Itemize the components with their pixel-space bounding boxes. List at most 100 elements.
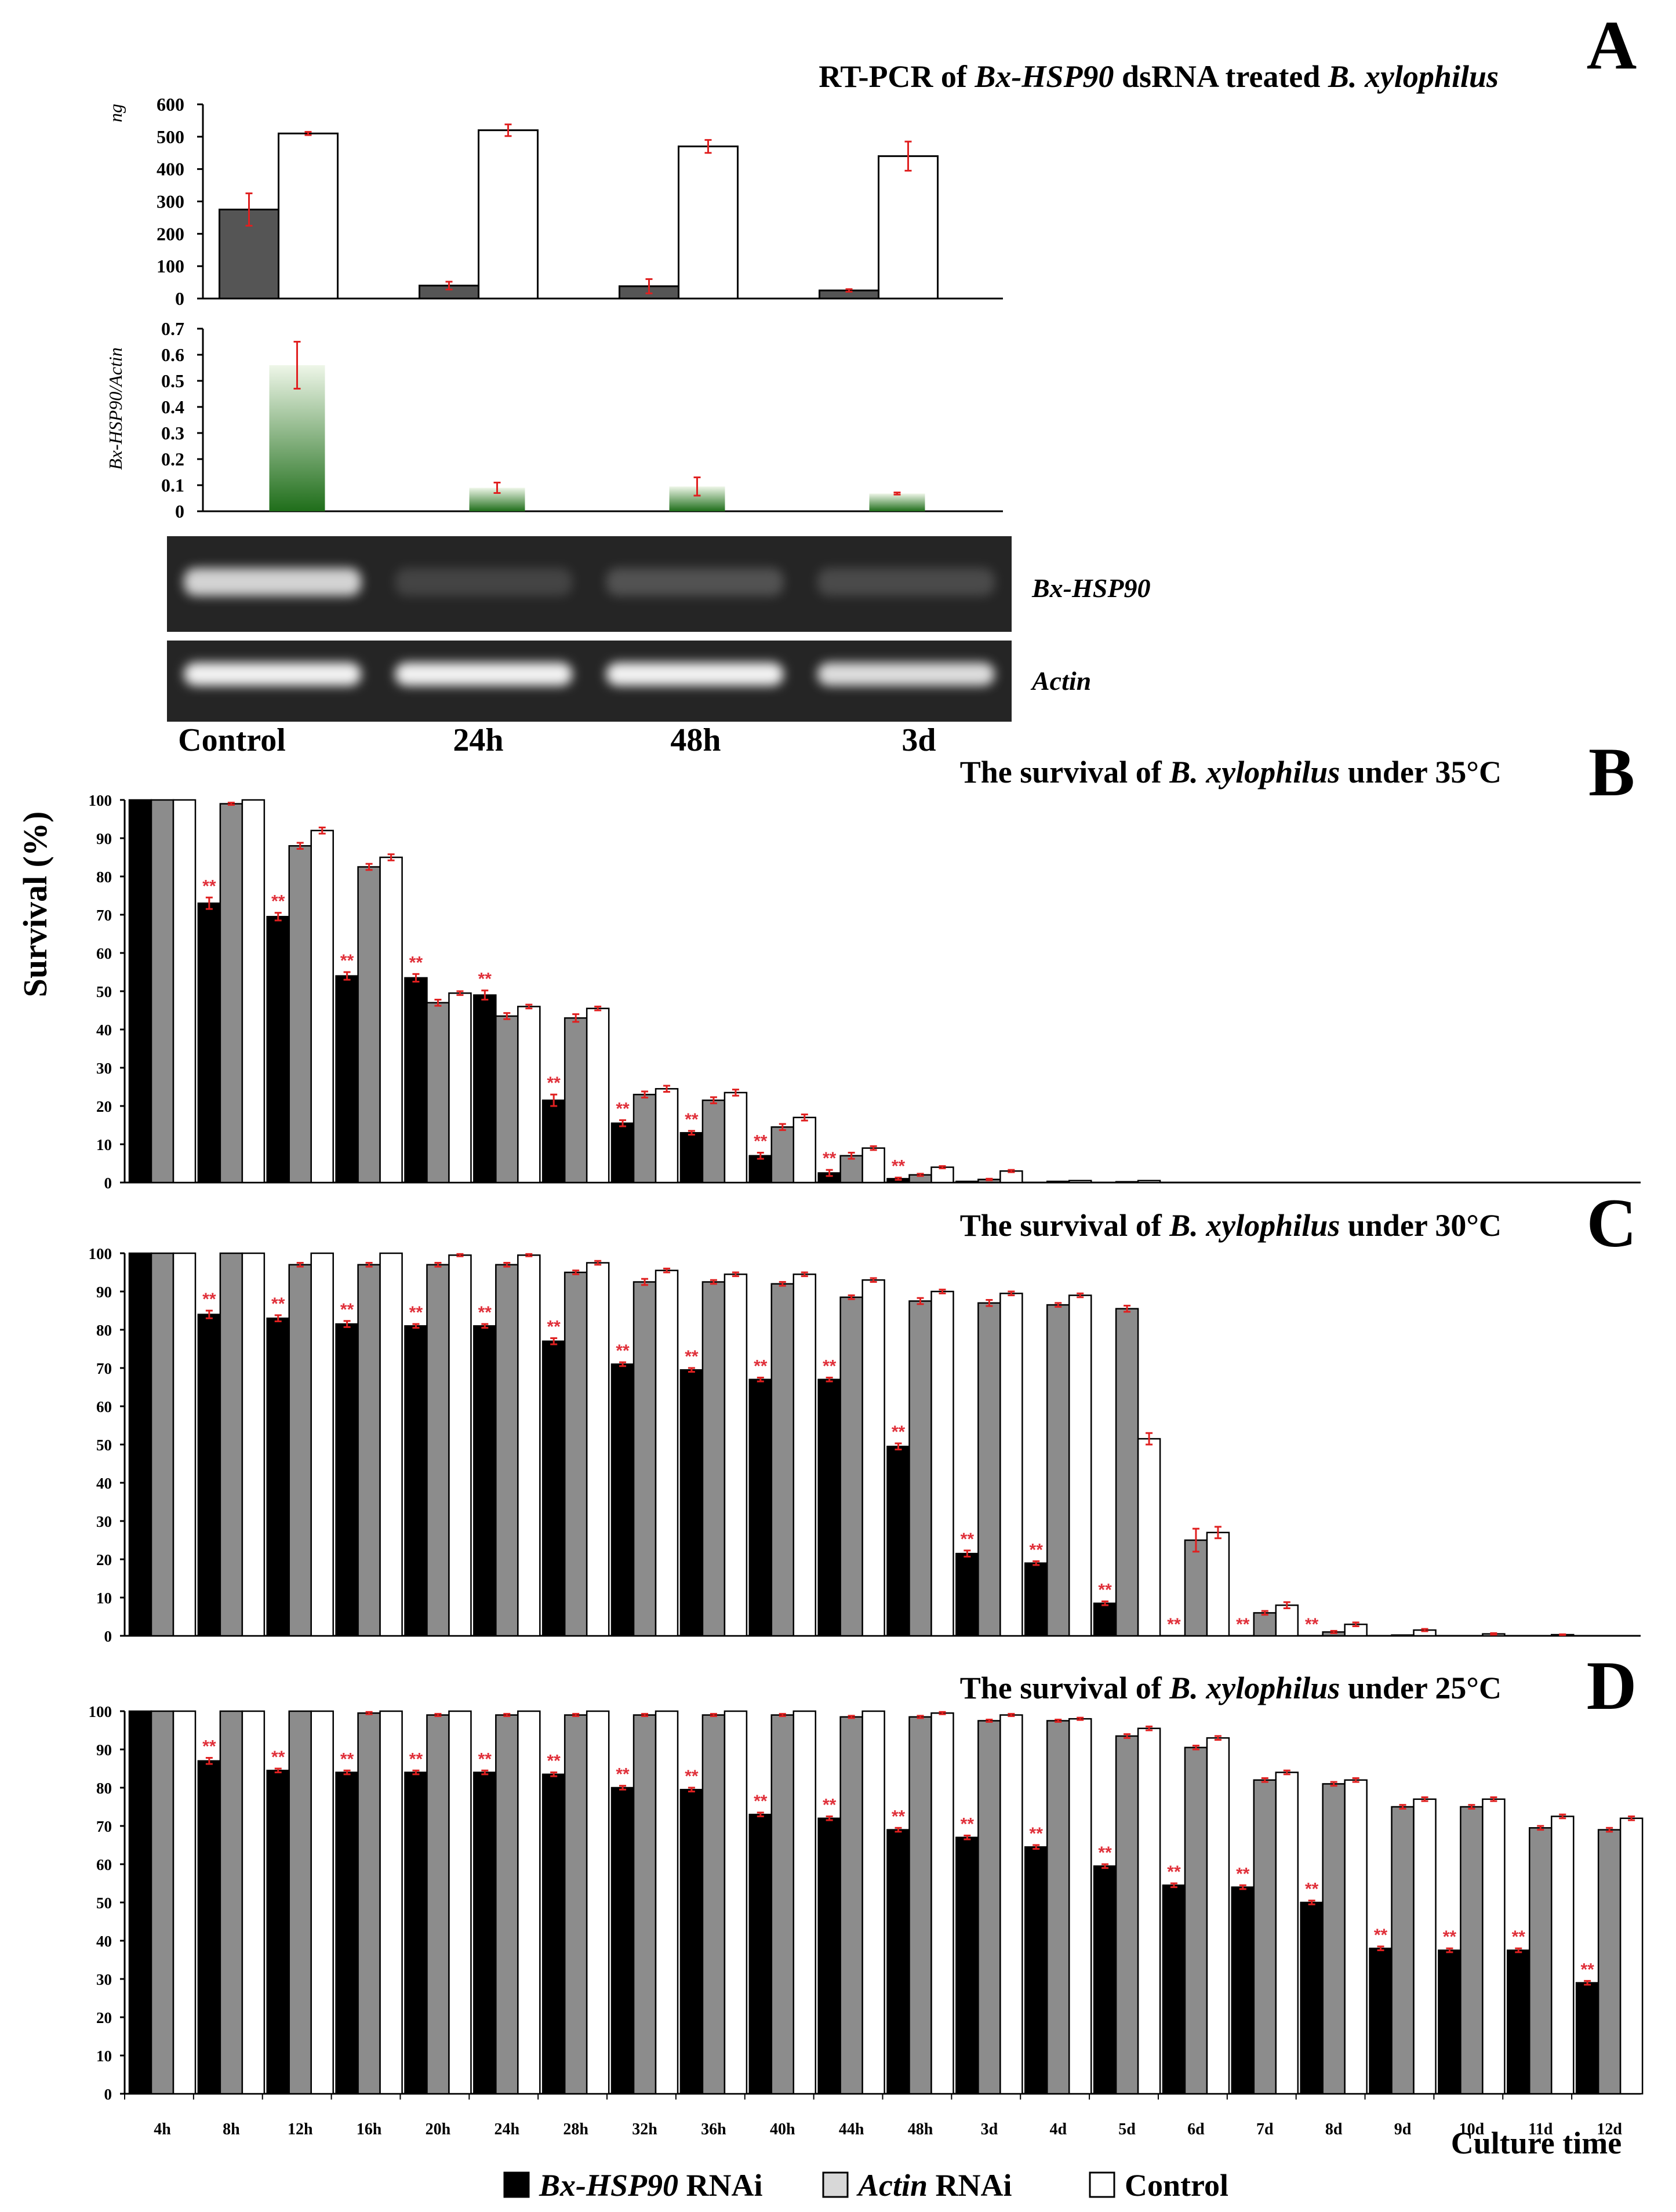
- chart-d-significance-mark: **: [823, 1796, 837, 1815]
- chart-d-bar-actin: [1322, 1783, 1346, 2095]
- chart-d-bar-actin: [1115, 1735, 1139, 2095]
- chart-b-ytick-label: 10: [96, 1136, 112, 1154]
- chart-d-significance-mark: **: [892, 1807, 906, 1826]
- chart-d-bar-hsp90: [1231, 1886, 1255, 2095]
- x-axis-title: Culture time: [1451, 2126, 1622, 2160]
- chart-d-bar-actin: [908, 1716, 932, 2095]
- chart-d-bar-control: [1482, 1798, 1506, 2095]
- chart-b-bar-actin: [288, 845, 312, 1184]
- chart-d-bar-actin: [1184, 1747, 1208, 2095]
- chart-d-xtick-label: 5d: [1118, 2120, 1136, 2138]
- chart-d-significance-mark: **: [754, 1792, 768, 1811]
- chart-d-significance-mark: **: [1167, 1862, 1181, 1882]
- chart-c-ytick-label: 70: [96, 1360, 112, 1377]
- chart-b-ytick-label: 0: [104, 1174, 112, 1192]
- chart-c-bar-control: [655, 1269, 679, 1637]
- chart-d-bar-control: [241, 1710, 266, 2095]
- chart-d-xtick-label: 16h: [357, 2120, 382, 2138]
- legend-swatch: [1089, 2171, 1115, 2198]
- chart-d-xtick-label: 44h: [839, 2120, 864, 2138]
- chart-d-bar-hsp90: [679, 1789, 704, 2095]
- chart-d-ytick-label: 20: [96, 2009, 112, 2027]
- chart-d-bar-hsp90: [1300, 1901, 1324, 2095]
- panel-c-chart: 0 10 20 30 40 50 60 70 80 90 100 ** ** ** ** ** ** ** ** **…: [89, 1245, 1641, 1645]
- chart-c-bar-hsp90: [266, 1317, 290, 1637]
- gel-band: [606, 568, 784, 596]
- chart-c-bar-actin: [1253, 1612, 1277, 1637]
- chart-d-bar-actin: [219, 1710, 243, 2095]
- chart-d-bar-hsp90: [1575, 1982, 1599, 2095]
- chart-b-bar-hsp90: [335, 975, 359, 1184]
- chart-d-xtick-label: 11d: [1528, 2120, 1553, 2138]
- gel-lane-label-3d: 3d: [901, 722, 936, 758]
- chart-c-bar-control: [1206, 1531, 1230, 1637]
- gel-lane-label-48h: 48h: [670, 722, 721, 758]
- panel-c-title: The survival of B. xylophilus under 30°C: [960, 1208, 1502, 1243]
- chart-c-significance-mark: **: [961, 1530, 975, 1549]
- chart-b-bar-actin: [839, 1155, 863, 1184]
- chart-d-bar-control: [1068, 1718, 1092, 2095]
- chart-d-xtick-label: 12h: [288, 2120, 313, 2138]
- chart-c-ytick-label: 20: [96, 1551, 112, 1569]
- chart-c-bar-control: [448, 1254, 472, 1637]
- chart-d-ytick-label: 30: [96, 1971, 112, 1988]
- chart-d-xtick-label: 4h: [154, 2120, 171, 2138]
- chart-b-bar-control: [586, 1007, 610, 1184]
- chart-c-bar-actin: [1046, 1304, 1070, 1637]
- chart-b-bar-actin: [219, 803, 243, 1184]
- chart-d-bar-control: [792, 1710, 817, 2095]
- chart-c-bar-actin: [701, 1281, 726, 1637]
- chart-b-bar-hsp90: [197, 902, 221, 1184]
- chart-d-xtick-label: 36h: [701, 2120, 726, 2138]
- chart-d-bar-hsp90: [335, 1771, 359, 2095]
- chart-c-bar-actin: [150, 1252, 174, 1637]
- chart-c-bar-control: [586, 1262, 610, 1637]
- panel-a-ratio-ytick-label: 0.4: [161, 396, 184, 417]
- chart-b-bar-actin: [563, 1017, 588, 1184]
- chart-c-significance-mark: **: [340, 1300, 354, 1319]
- chart-c-bar-actin: [839, 1296, 863, 1637]
- chart-b-bar-hsp90: [679, 1132, 704, 1184]
- chart-b-bar-hsp90: [266, 916, 290, 1184]
- gel-band: [817, 663, 995, 686]
- chart-d-significance-mark: **: [1580, 1960, 1594, 1979]
- chart-d-ytick-label: 70: [96, 1818, 112, 1835]
- chart-c-bar-control: [241, 1252, 266, 1637]
- chart-d-bar-actin: [1253, 1779, 1277, 2095]
- chart-d-bar-hsp90: [1507, 1949, 1530, 2095]
- chart-c-ytick-label: 40: [96, 1475, 112, 1492]
- chart-d-bar-actin: [1391, 1806, 1415, 2095]
- chart-d-xtick-label: 48h: [908, 2120, 933, 2138]
- chart-b-ytick-label: 70: [96, 907, 112, 924]
- chart-d-bar-control: [861, 1710, 885, 2095]
- chart-d-significance-mark: **: [547, 1752, 561, 1771]
- chart-c-significance-mark: **: [892, 1422, 906, 1442]
- chart-d-ytick-label: 10: [96, 2047, 112, 2065]
- chart-c-bar-actin: [1115, 1308, 1139, 1637]
- chart-d-bar-actin: [839, 1716, 863, 2095]
- chart-d-xtick-label: 9d: [1394, 2120, 1412, 2138]
- chart-d-significance-mark: **: [478, 1749, 492, 1769]
- chart-d-ytick-label: 60: [96, 1856, 112, 1873]
- chart-d-bar-hsp90: [266, 1770, 290, 2095]
- chart-d-bar-hsp90: [197, 1760, 221, 2095]
- panel-a-ratio-chart: 0 0.1 0.2 0.3 0.4 0.5 0.6 0.7: [161, 318, 1003, 522]
- chart-d-significance-mark: **: [1443, 1927, 1457, 1947]
- legend-label: Bx-HSP90 RNAi: [539, 2168, 763, 2203]
- panel-letter-d: D: [1587, 1647, 1637, 1724]
- chart-b-ytick-label: 100: [89, 792, 112, 809]
- chart-d-bar-hsp90: [1369, 1947, 1393, 2095]
- chart-b-bar-control: [792, 1116, 817, 1184]
- panel-a-ng-ylabel: ng: [105, 104, 126, 122]
- chart-c-significance-mark: **: [202, 1290, 216, 1309]
- chart-b-bar-actin: [495, 1015, 519, 1184]
- chart-c-ytick-label: 30: [96, 1513, 112, 1530]
- panel-b-chart: 0 10 20 30 40 50 60 70 80 90 100 ** ** ** ** ** ** ** ** **…: [89, 792, 1641, 1192]
- chart-c-bar-hsp90: [817, 1378, 841, 1637]
- chart-c-significance-mark: **: [685, 1347, 699, 1366]
- gel-band: [184, 568, 362, 596]
- chart-c-bar-actin: [632, 1281, 657, 1637]
- chart-c-bar-actin: [219, 1252, 243, 1637]
- chart-d-ytick-label: 100: [89, 1703, 112, 1720]
- chart-b-bar-actin: [770, 1126, 795, 1184]
